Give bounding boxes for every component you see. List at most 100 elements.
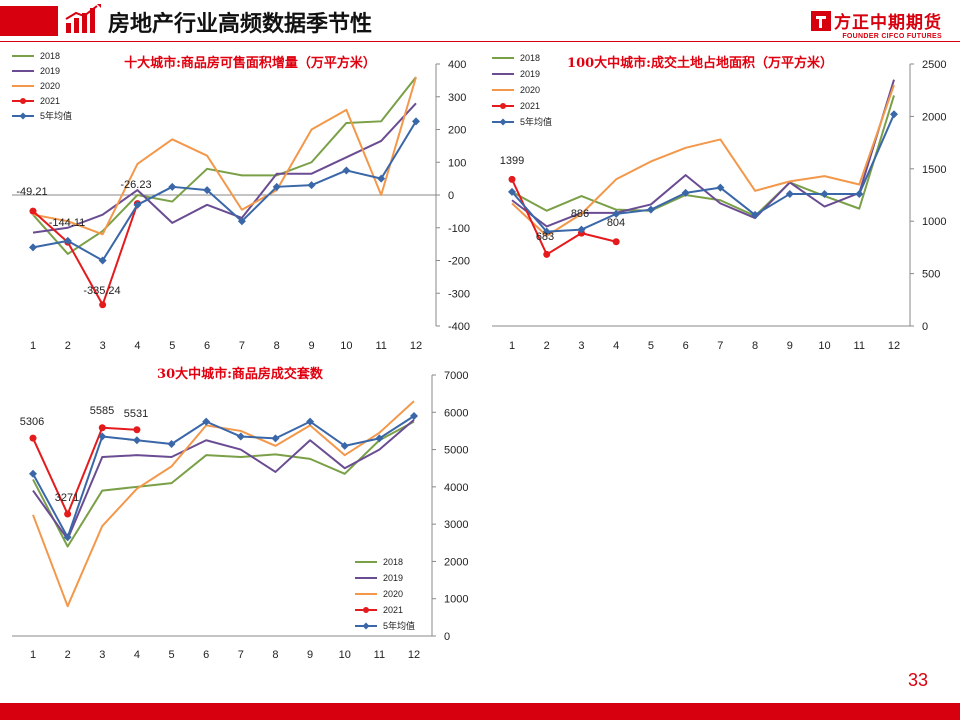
x-tick-label: 1 bbox=[30, 340, 36, 352]
x-tick-label: 3 bbox=[578, 340, 584, 352]
legend-marker bbox=[500, 103, 506, 109]
series-line-2021 bbox=[511, 178, 617, 256]
point-marker bbox=[542, 227, 551, 236]
x-tick-label: 1 bbox=[509, 340, 515, 352]
data-label: -26.23 bbox=[120, 179, 151, 191]
point-marker bbox=[612, 209, 621, 218]
y-tick-label: 2000 bbox=[922, 111, 946, 123]
x-tick-label: 5 bbox=[169, 340, 175, 352]
legend-marker bbox=[20, 98, 26, 104]
x-tick-label: 9 bbox=[787, 340, 793, 352]
point-marker bbox=[29, 469, 37, 478]
series-line-avg bbox=[511, 113, 895, 233]
point-marker bbox=[98, 256, 107, 265]
point-marker bbox=[236, 432, 245, 441]
y-tick-label: 1000 bbox=[922, 216, 946, 228]
x-tick-label: 10 bbox=[339, 649, 351, 661]
y-tick-label: -400 bbox=[448, 321, 470, 333]
point-marker bbox=[716, 183, 725, 192]
series-line-2019 bbox=[32, 418, 415, 541]
legend-label: 5年均值 bbox=[383, 620, 415, 631]
point-marker bbox=[63, 236, 72, 245]
data-label: 5531 bbox=[124, 408, 148, 420]
data-label: 5585 bbox=[90, 405, 114, 417]
x-tick-label: 9 bbox=[307, 649, 313, 661]
legend-marker bbox=[499, 118, 507, 126]
x-tick-label: 10 bbox=[818, 340, 830, 352]
y-tick-label: 0 bbox=[448, 190, 454, 202]
data-label: 5306 bbox=[20, 416, 44, 428]
chart-title: 30大中城市:商品房成交套数 bbox=[157, 366, 324, 382]
series-line-2020 bbox=[32, 400, 415, 608]
series-line-2018 bbox=[32, 76, 417, 255]
series-line-2020 bbox=[32, 76, 417, 236]
data-label: 804 bbox=[607, 217, 625, 229]
point-marker bbox=[98, 432, 107, 441]
chart-title: 十大城市:商品房可售面积增量（万平方米） bbox=[124, 55, 376, 71]
brand-name-en: FOUNDER CIFCO FUTURES bbox=[842, 33, 942, 40]
point-marker bbox=[307, 181, 316, 190]
page-number: 33 bbox=[907, 670, 928, 690]
x-tick-label: 8 bbox=[274, 340, 280, 352]
point-marker bbox=[508, 175, 516, 183]
series-line-2020 bbox=[511, 84, 895, 237]
point-marker bbox=[681, 188, 690, 197]
series-line-2018 bbox=[511, 95, 895, 217]
point-marker bbox=[375, 434, 384, 443]
data-label: -335.24 bbox=[83, 285, 120, 297]
chart-land-area: 100大中城市:成交土地占地面积（万平方米） 2500 2000 1500 1000 50… bbox=[480, 44, 960, 360]
x-tick-label: 4 bbox=[613, 340, 619, 352]
point-marker bbox=[612, 238, 620, 246]
page-header: 房地产行业高频数据季节性 方正中期期货 FOUNDER CIFCO FUTURE… bbox=[0, 0, 960, 40]
x-tick-label: 1 bbox=[30, 649, 36, 661]
legend-label: 5年均值 bbox=[40, 110, 72, 121]
point-marker bbox=[133, 426, 141, 434]
point-marker bbox=[646, 205, 655, 214]
y-tick-label: 0 bbox=[444, 631, 450, 643]
x-tick-label: 4 bbox=[134, 340, 140, 352]
point-marker bbox=[412, 117, 420, 126]
y-tick-label: -200 bbox=[448, 256, 470, 268]
legend-label: 2018 bbox=[383, 557, 403, 567]
data-label: -49.21 bbox=[16, 186, 47, 198]
data-label: 3271 bbox=[55, 492, 79, 504]
point-marker bbox=[543, 250, 551, 258]
point-marker bbox=[410, 412, 418, 421]
point-marker bbox=[751, 210, 760, 219]
chart-title: 100大中城市:成交土地占地面积（万平方米） bbox=[567, 55, 833, 71]
x-tick-label: 6 bbox=[683, 340, 689, 352]
point-marker bbox=[167, 439, 176, 448]
y-tick-label: -300 bbox=[448, 288, 470, 300]
legend-label: 2020 bbox=[520, 85, 540, 95]
x-tick-label: 5 bbox=[168, 649, 174, 661]
point-marker bbox=[577, 225, 586, 234]
legend-label: 2021 bbox=[40, 96, 60, 106]
y-tick-label: 200 bbox=[448, 125, 466, 137]
legend-label: 2018 bbox=[40, 51, 60, 61]
x-tick-label: 9 bbox=[308, 340, 314, 352]
legend-marker bbox=[363, 607, 369, 613]
y-tick-label: 0 bbox=[922, 321, 928, 333]
point-marker bbox=[340, 441, 349, 450]
data-label: -144.11 bbox=[49, 217, 86, 229]
y-tick-label: 4000 bbox=[444, 482, 468, 494]
series-line-avg bbox=[32, 120, 417, 262]
x-tick-label: 4 bbox=[134, 649, 140, 661]
legend-label: 2019 bbox=[383, 573, 403, 583]
point-marker bbox=[29, 434, 37, 442]
y-tick-label: 2500 bbox=[922, 59, 946, 71]
point-marker bbox=[98, 424, 106, 432]
x-tick-label: 7 bbox=[238, 649, 244, 661]
series-line-2021 bbox=[32, 426, 137, 516]
x-tick-label: 5 bbox=[648, 340, 654, 352]
chart-ten-city-supply-svg: 十大城市:商品房可售面积增量（万平方米） 400 300 200 100 0 -100 -20… bbox=[12, 51, 470, 352]
y-tick-label: 6000 bbox=[444, 407, 468, 419]
chart-thirty-city-sales-svg: 30大中城市:商品房成交套数 70006000500040003000200010… bbox=[12, 366, 468, 661]
footer-bar bbox=[0, 703, 960, 720]
point-marker bbox=[306, 417, 315, 426]
x-tick-label: 11 bbox=[374, 649, 385, 661]
chart-land-area-svg: 100大中城市:成交土地占地面积（万平方米） 250020001500100050… bbox=[492, 53, 946, 352]
point-marker bbox=[237, 217, 246, 226]
series-line-2018 bbox=[32, 420, 415, 548]
point-marker bbox=[29, 207, 37, 215]
